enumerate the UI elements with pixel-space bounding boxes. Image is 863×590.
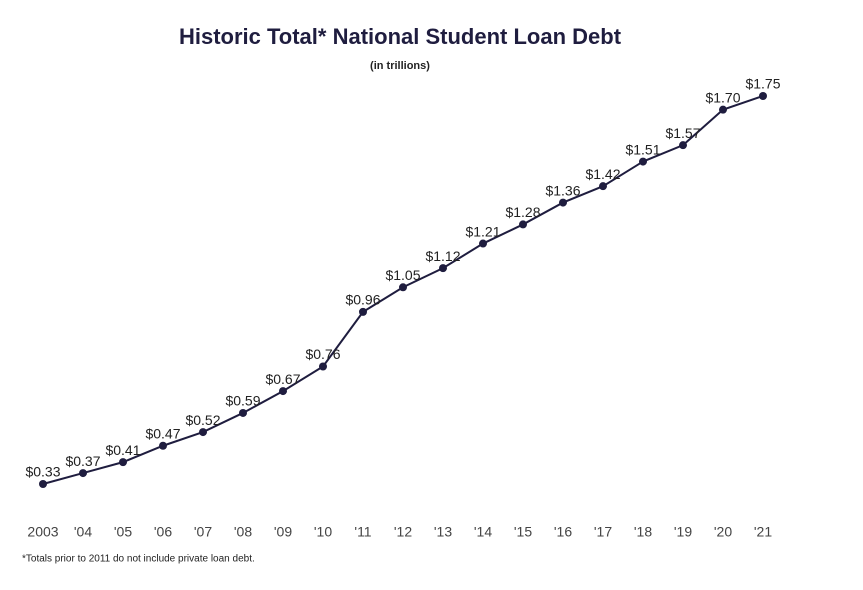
- data-label: $1.42: [585, 166, 620, 182]
- chart-title: Historic Total* National Student Loan De…: [179, 24, 622, 49]
- x-tick-label: '13: [434, 524, 452, 540]
- x-tick-label: '06: [154, 524, 172, 540]
- x-tick-label: '12: [394, 524, 412, 540]
- point: [719, 105, 727, 114]
- data-label: $1.36: [545, 182, 580, 198]
- data-label: $1.28: [505, 204, 540, 220]
- data-label: $1.57: [665, 125, 700, 141]
- x-tick-label: '17: [594, 524, 612, 540]
- point: [479, 239, 487, 248]
- x-tick-label: '10: [314, 524, 332, 540]
- x-tick-label: '04: [74, 524, 92, 540]
- data-label: $1.51: [625, 141, 660, 157]
- point: [239, 408, 247, 417]
- data-label: $1.70: [705, 89, 740, 105]
- data-label: $0.47: [145, 425, 180, 441]
- x-tick-label: '19: [674, 524, 692, 540]
- data-label: $1.21: [465, 223, 500, 239]
- x-tick-label: '14: [474, 524, 492, 540]
- point: [439, 264, 447, 273]
- data-label: $0.52: [185, 412, 220, 428]
- x-tick-label: '05: [114, 524, 132, 540]
- data-label: $1.75: [745, 76, 780, 92]
- point: [399, 283, 407, 292]
- point: [319, 362, 327, 371]
- point: [679, 141, 687, 150]
- x-tick-label: '20: [714, 524, 732, 540]
- data-label: $0.59: [225, 393, 260, 409]
- x-tick-label: '07: [194, 524, 212, 540]
- point: [519, 220, 527, 229]
- x-tick-label: '18: [634, 524, 652, 540]
- data-label: $0.67: [265, 371, 300, 387]
- data-label: $0.37: [65, 453, 100, 469]
- point: [199, 428, 207, 437]
- data-label: $1.05: [385, 267, 420, 283]
- chart-subtitle: (in trillions): [370, 60, 430, 72]
- footnote: *Totals prior to 2011 do not include pri…: [22, 554, 255, 565]
- x-tick-label: 2003: [27, 524, 58, 540]
- point: [119, 458, 127, 467]
- data-label: $0.76: [305, 346, 340, 362]
- point: [599, 182, 607, 191]
- point: [359, 307, 367, 316]
- data-label: $0.41: [105, 442, 140, 458]
- x-tick-label: '08: [234, 524, 252, 540]
- x-tick-label: '09: [274, 524, 292, 540]
- point: [759, 92, 767, 100]
- x-tick-label: '11: [354, 524, 371, 540]
- x-tick-label: '16: [554, 524, 572, 540]
- data-label: $0.96: [345, 292, 380, 308]
- x-tick-label: '21: [754, 524, 772, 540]
- point: [79, 469, 87, 478]
- data-label: $0.33: [25, 464, 60, 480]
- point: [279, 387, 287, 396]
- point: [159, 441, 167, 450]
- data-label: $1.12: [425, 248, 460, 264]
- point: [639, 157, 647, 166]
- x-tick-label: '15: [514, 524, 532, 540]
- point: [559, 198, 567, 207]
- point: [39, 480, 47, 488]
